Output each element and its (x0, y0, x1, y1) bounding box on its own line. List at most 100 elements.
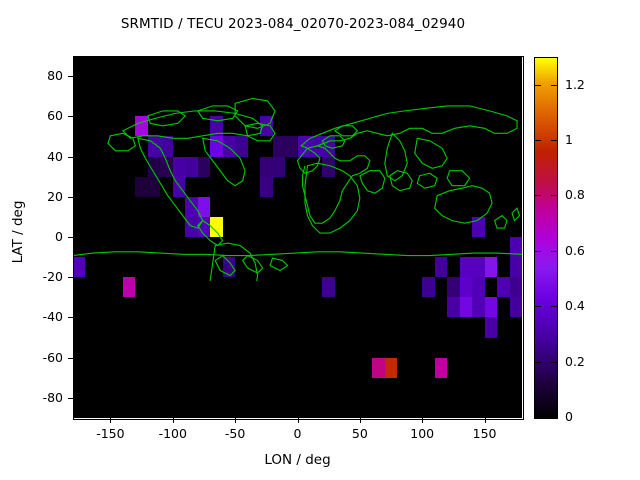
heatmap-cell (459, 297, 473, 318)
y-tick-label: -40 (42, 309, 63, 325)
x-tick-label: -50 (224, 426, 246, 441)
x-tick-label: -150 (96, 426, 125, 441)
heatmap-cell (210, 116, 223, 137)
colorbar-tick (535, 361, 541, 363)
x-tick (235, 418, 237, 423)
heatmap-cell (185, 156, 198, 177)
heatmap-cell (459, 257, 473, 278)
heatmap-cell (197, 196, 211, 217)
colorbar-tick (535, 84, 541, 86)
y-tick (68, 357, 73, 359)
y-tick-label: 80 (47, 68, 63, 84)
map-plot-area[interactable] (73, 56, 522, 418)
heatmap-cell (472, 216, 485, 237)
heatmap-cell (509, 237, 522, 258)
x-tick-label: 100 (410, 426, 435, 441)
heatmap-cell (73, 257, 86, 278)
y-tick (68, 277, 73, 279)
heatmap-cell (160, 136, 173, 157)
colorbar-tick-label: 1.2 (565, 76, 585, 92)
heatmap-cell (497, 277, 510, 298)
x-tick (422, 418, 424, 423)
heatmap-cell (222, 257, 236, 278)
y-tick (68, 397, 73, 399)
heatmap-cell (172, 156, 186, 177)
colorbar-tick (535, 140, 541, 142)
colorbar-tick (535, 417, 541, 418)
heatmap-cell (322, 277, 335, 298)
heatmap-cell (185, 216, 198, 237)
y-tick-label: 60 (47, 108, 63, 124)
colorbar-tick (551, 361, 557, 363)
colorbar-tick (551, 84, 557, 86)
colorbar-tick (535, 250, 541, 252)
colorbar-tick-label: 0.6 (565, 242, 585, 258)
colorbar[interactable] (534, 57, 558, 419)
colorbar-tick (551, 306, 557, 308)
heatmap-cell (472, 277, 485, 298)
x-tick (484, 418, 486, 423)
colorbar-tick-label: 0.2 (565, 353, 585, 369)
y-tick-label: -80 (42, 389, 63, 405)
heatmap-cell (384, 357, 398, 378)
y-tick-label: -60 (42, 349, 63, 365)
heatmap-cell (459, 277, 473, 298)
x-tick (297, 418, 299, 423)
y-tick (68, 237, 73, 238)
heatmap-cell (472, 297, 485, 318)
heatmap-cell (272, 156, 286, 177)
colorbar-tick (551, 250, 557, 252)
heatmap-cell (372, 357, 385, 378)
colorbar-tick (535, 306, 541, 308)
colorbar-gradient (535, 58, 557, 418)
colorbar-tick (551, 195, 557, 197)
heatmap-cell (222, 136, 236, 157)
heatmap-cell (197, 156, 211, 177)
x-tick (110, 418, 112, 423)
heatmap-cell (122, 277, 136, 298)
colorbar-tick (551, 417, 557, 418)
colorbar-tick-label: 1 (565, 132, 573, 148)
y-tick-label: 20 (47, 188, 63, 204)
colorbar-tick-label: 0 (565, 409, 573, 424)
heatmap-cell (135, 176, 148, 197)
y-tick (68, 317, 73, 319)
heatmap-cell (509, 257, 522, 278)
heatmap-cell (235, 136, 248, 157)
y-tick (68, 76, 73, 78)
x-tick (172, 418, 174, 423)
heatmap-cell (509, 297, 522, 318)
heatmap-cell (447, 277, 460, 298)
heatmap-cell (285, 136, 298, 157)
y-tick (68, 196, 73, 198)
y-tick (68, 116, 73, 118)
x-tick (359, 418, 361, 423)
colorbar-tick (551, 140, 557, 142)
y-axis-label: LAT / deg (10, 200, 26, 264)
heatmap-cell (260, 116, 273, 137)
heatmap-cell (434, 257, 448, 278)
y-tick-label: 0 (55, 229, 63, 244)
x-tick-label: 150 (472, 426, 497, 441)
y-tick-label: -20 (42, 269, 63, 285)
heatmap-cell (147, 156, 161, 177)
x-tick-label: -100 (158, 426, 187, 441)
heatmap-cell (185, 196, 198, 217)
chart-title: SRMTID / TECU 2023-084_02070-2023-084_02… (120, 16, 466, 32)
heatmap-cell (472, 257, 485, 278)
colorbar-tick-label: 0.8 (565, 187, 585, 203)
heatmap-cell (484, 317, 498, 338)
heatmap-cell (210, 216, 223, 237)
x-tick-label: 50 (351, 426, 368, 441)
heatmap-cell (422, 277, 435, 298)
heatmap-cell (322, 156, 335, 177)
x-axis-label: LON / deg (264, 452, 331, 468)
heatmap-cell (147, 176, 161, 197)
coastline-overlay (73, 97, 522, 281)
colorbar-tick-label: 0.4 (565, 298, 585, 314)
heatmap-cell (160, 156, 173, 177)
colorbar-tick (535, 195, 541, 197)
heatmap-cell (260, 156, 273, 177)
heatmap-cell (484, 297, 498, 318)
